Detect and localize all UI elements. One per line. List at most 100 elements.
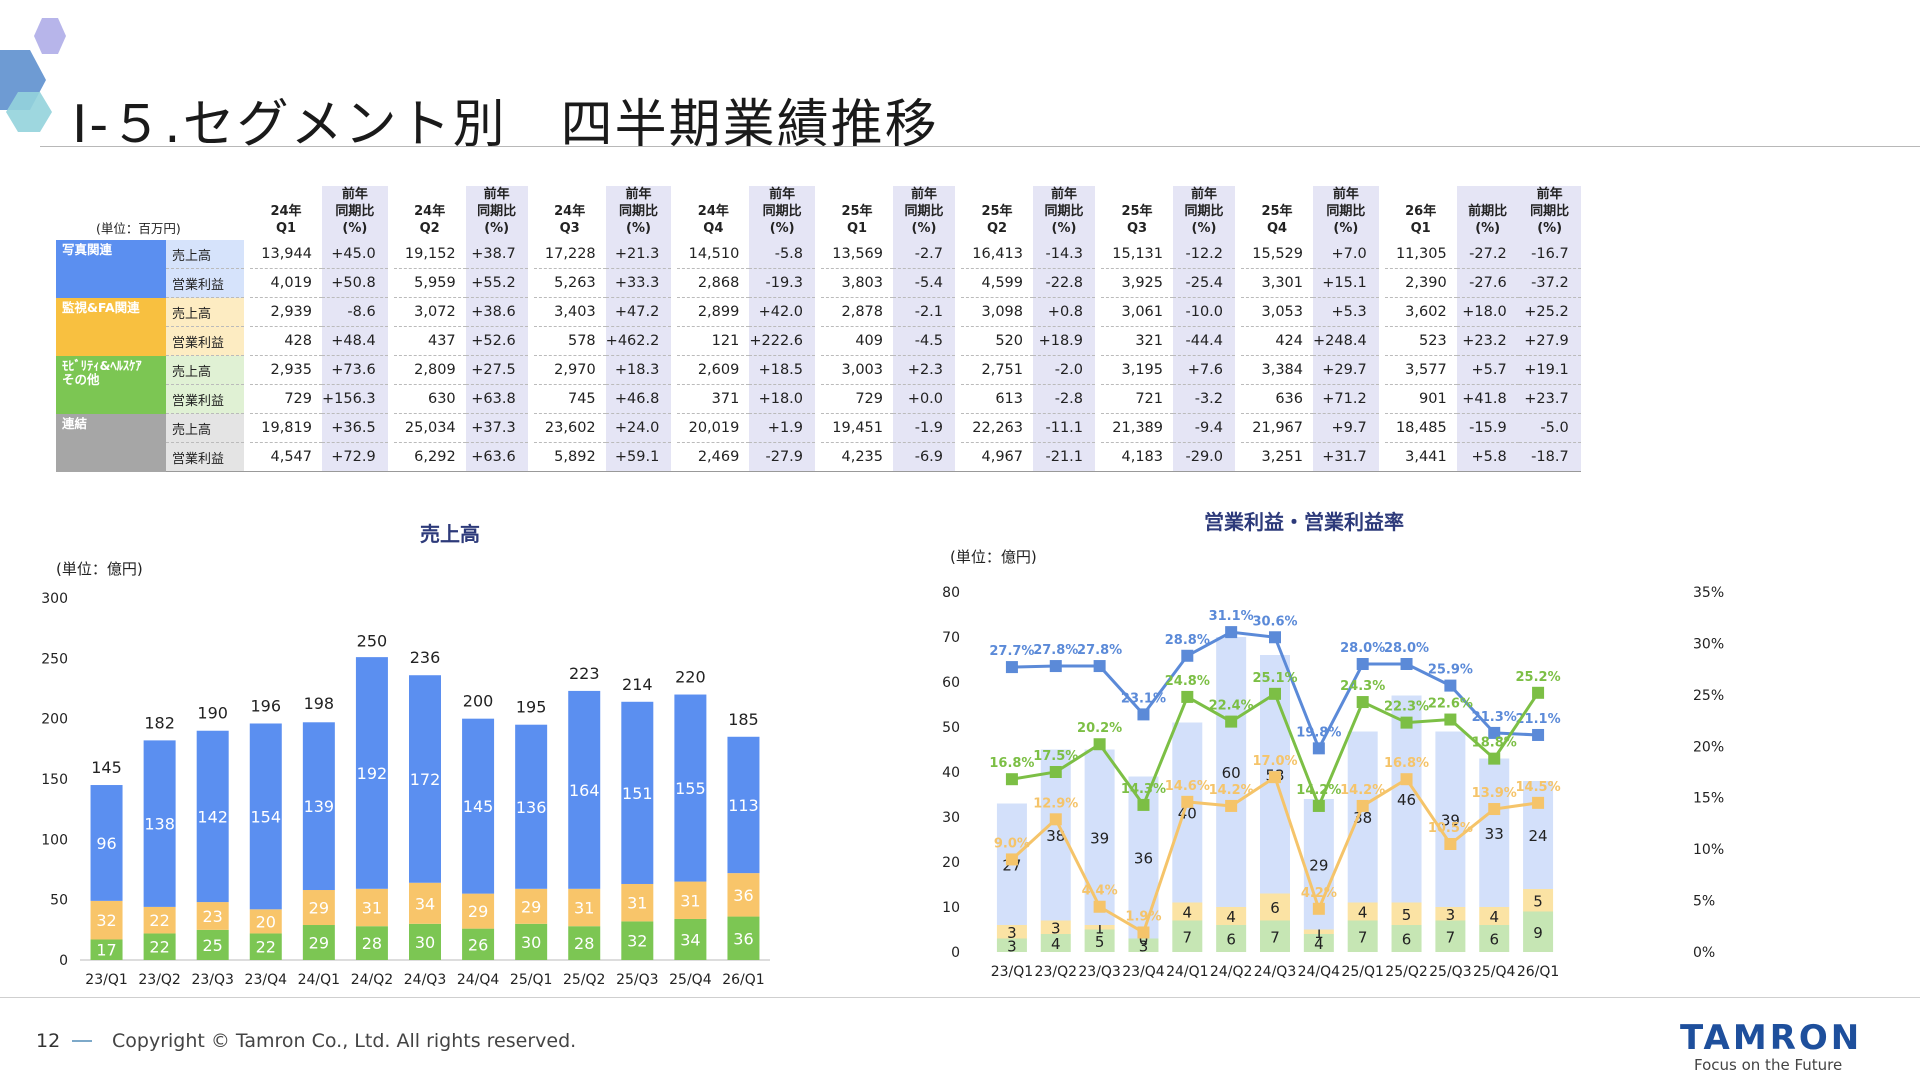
line-data-label: 12.9% [1033, 796, 1078, 811]
bar-segment [1523, 911, 1554, 952]
cell-yoy: +29.7 [1313, 355, 1379, 385]
title-divider [40, 146, 1920, 147]
bar-segment [1040, 934, 1071, 952]
segment-label: ﾓﾋﾞﾘﾃｨ&ﾍﾙｽｹｱ その他 [56, 355, 166, 414]
data-label: 6 [1226, 931, 1236, 949]
cell-value: 3,003 [821, 355, 894, 385]
cell-value: 2,935 [250, 355, 322, 385]
bar-segment [1435, 907, 1466, 921]
line-marker [1356, 658, 1369, 670]
line-data-label: 21.1% [1516, 712, 1561, 727]
bar-segment [196, 902, 229, 930]
cell-yoy: -9.4 [1173, 413, 1236, 443]
data-label: 36 [733, 886, 753, 905]
copyright-text: Copyright © Tamron Co., Ltd. All rights … [112, 1030, 577, 1052]
line-marker [1400, 658, 1413, 670]
header-yoy: 前年 同期比 (%) [1173, 186, 1236, 240]
cell-yoy: -4.5 [893, 326, 956, 356]
header-yoy: 前年 同期比 (%) [605, 186, 672, 240]
cell-yoy: -3.2 [1173, 384, 1236, 414]
cell-yoy: -1.9 [893, 413, 956, 443]
bar-segment [143, 906, 176, 934]
data-label: 60 [1222, 764, 1241, 782]
table-row: 営業利益 4,019 +50.8 5,959 +55.2 5,263 +33.3 2,868-… [56, 268, 1581, 298]
x-tick-label: 23/Q4 [1122, 964, 1165, 980]
cell-value: 3,053 [1241, 297, 1314, 327]
line-data-label: 9.0% [994, 836, 1030, 851]
table-row: 写真関連 売上高 13,944 +45.0 19,152 +38.7 17,228 +21.3… [56, 240, 1581, 298]
y-tick-label: 40 [942, 765, 960, 781]
header-period: 25年 Q2 [981, 204, 1013, 236]
data-label: 145 [463, 797, 494, 816]
bar-segment [355, 888, 388, 927]
cell-value: 729 [250, 384, 322, 414]
col-spacer [815, 442, 822, 472]
cell-yoy: -37.2 [1518, 268, 1581, 298]
cell-yoy: +18.3 [605, 355, 672, 385]
sales-unit-label: (単位：億円) [56, 560, 143, 578]
x-tick-label: 23/Q3 [191, 972, 233, 988]
line-marker [1137, 926, 1150, 939]
cell-value: 14,510 [677, 240, 750, 269]
data-label: 31 [574, 899, 594, 918]
cell-yoy: +0.0 [893, 384, 956, 414]
cell-yoy: +21.3 [605, 240, 672, 269]
bar-segment [143, 933, 176, 960]
line-marker [1356, 799, 1369, 812]
cell-yoy: +38.7 [465, 240, 528, 269]
x-tick-label: 23/Q2 [1035, 964, 1077, 980]
y-tick-label: 50 [50, 893, 68, 909]
x-tick-label: 24/Q1 [1166, 964, 1208, 980]
cell-value: 2,878 [821, 297, 894, 327]
cell-yoy: +15.1 [1313, 268, 1379, 298]
line-data-label: 21.3% [1472, 710, 1517, 725]
header-period: 26年 Q1 [1405, 204, 1437, 236]
line-data-label: 14.2% [1340, 783, 1385, 798]
data-label: 29 [309, 934, 329, 953]
line-marker [1269, 631, 1281, 644]
data-label: 29 [468, 902, 488, 921]
data-label: 5 [1095, 933, 1105, 951]
bar-segment [1391, 695, 1422, 903]
cell-yoy: +72.9 [322, 442, 388, 472]
bar-segment [143, 740, 176, 907]
data-label: 164 [569, 781, 600, 800]
data-label: 136 [516, 798, 547, 817]
line-data-label: 16.8% [1384, 756, 1429, 771]
header-yoy: 前年 同期比 (%) [1033, 186, 1096, 240]
cell-value: 19,451 [821, 413, 894, 443]
cell-value: 21,967 [1241, 413, 1314, 443]
x-tick-label: 24/Q3 [1254, 964, 1296, 980]
y-tick-label: 50 [942, 720, 960, 736]
cell-value: 636 [1241, 384, 1314, 414]
x-tick-label: 23/Q4 [245, 972, 288, 988]
data-label: 4 [1314, 935, 1324, 953]
data-label: 34 [680, 930, 700, 949]
y-tick-label: 0 [59, 953, 68, 969]
bar-segment [1172, 920, 1203, 952]
line-marker [1049, 766, 1062, 778]
metric-label: 売上高 [166, 355, 244, 385]
x-tick-label: 26/Q1 [722, 972, 764, 988]
bar-segment [1435, 920, 1466, 952]
data-label: 32 [627, 932, 647, 951]
x-tick-label: 26/Q1 [1517, 964, 1559, 980]
cell-yoy: +25.2 [1518, 297, 1581, 327]
cell-value: 901 [1384, 384, 1457, 414]
cell-yoy: +24.0 [605, 413, 672, 443]
cell-value: 23,602 [533, 413, 606, 443]
bar-segment [1216, 925, 1247, 952]
data-label: 28 [574, 934, 594, 953]
bar-segment [1523, 889, 1554, 912]
data-label: 34 [415, 894, 435, 913]
line-marker [1488, 726, 1501, 739]
line-data-label: 27.8% [1077, 643, 1122, 658]
header-yoy: 前年 同期比 (%) [893, 186, 956, 240]
segment-label: 連結 [56, 413, 166, 472]
cell-value: 437 [393, 326, 466, 356]
line-data-label: 28.8% [1165, 633, 1210, 648]
data-label: 4 [1226, 908, 1236, 926]
cell-yoy: +37.3 [465, 413, 528, 443]
cell-value: 15,131 [1101, 240, 1174, 269]
cell-value: 428 [250, 326, 322, 356]
